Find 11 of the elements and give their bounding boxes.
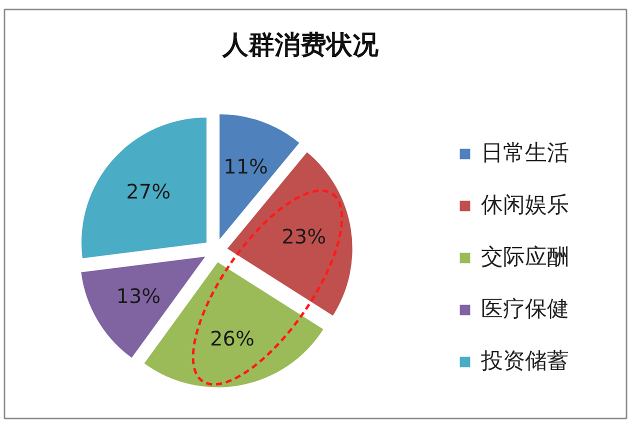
data-label: 13% xyxy=(116,284,161,308)
legend-label: 休闲娱乐 xyxy=(481,192,569,220)
data-label: 23% xyxy=(282,224,326,248)
data-label: 27% xyxy=(126,179,171,204)
data-label: 11% xyxy=(224,154,268,178)
chart-title: 人群消费状况 xyxy=(222,30,380,60)
legend-label: 日常生活 xyxy=(481,140,569,168)
data-label: 26% xyxy=(210,326,254,350)
legend-label: 投资储蓄 xyxy=(481,348,569,376)
legend-label: 医疗保健 xyxy=(481,296,569,324)
legend-label: 交际应酬 xyxy=(481,244,569,272)
